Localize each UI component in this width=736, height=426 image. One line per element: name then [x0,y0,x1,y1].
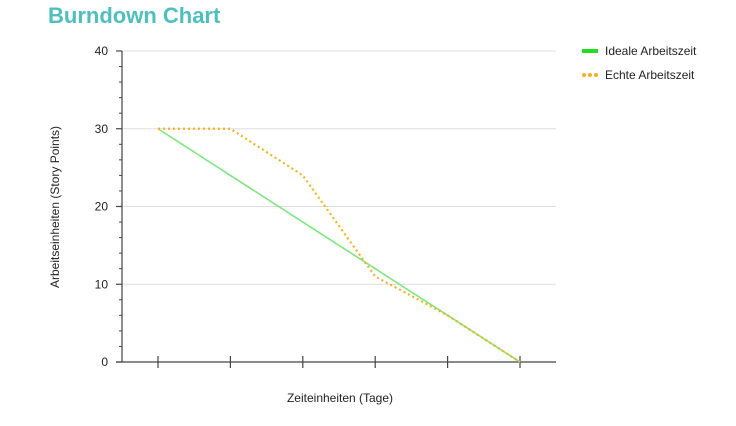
y-tick-label-30: 30 [95,122,109,136]
y-tick-label-40: 40 [95,44,109,58]
chart-legend: Ideale Arbeitszeit Echte Arbeitszeit [582,42,696,90]
legend-item-ideal: Ideale Arbeitszeit [582,42,696,60]
legend-swatch-ideal [582,49,598,53]
y-axis-title: Arbeitseinheiten (Story Points) [48,126,62,288]
grid-lines [122,50,556,285]
legend-swatch-actual [582,73,598,77]
legend-item-actual: Echte Arbeitszeit [582,66,696,84]
y-tick-label-20: 20 [95,200,109,214]
page-title: Burndown Chart [48,3,221,28]
legend-label-ideal: Ideale Arbeitszeit [605,44,697,58]
y-tick-label-0: 0 [101,355,108,369]
series-line-0 [157,128,521,363]
series-lines [157,127,521,363]
axes: 0 10 20 30 40 [95,44,556,369]
y-tick-label-10: 10 [95,277,109,291]
legend-label-actual: Echte Arbeitszeit [605,68,695,82]
x-axis-title: Zeiteinheiten (Tage) [287,391,393,405]
series-line-1 [158,127,521,363]
